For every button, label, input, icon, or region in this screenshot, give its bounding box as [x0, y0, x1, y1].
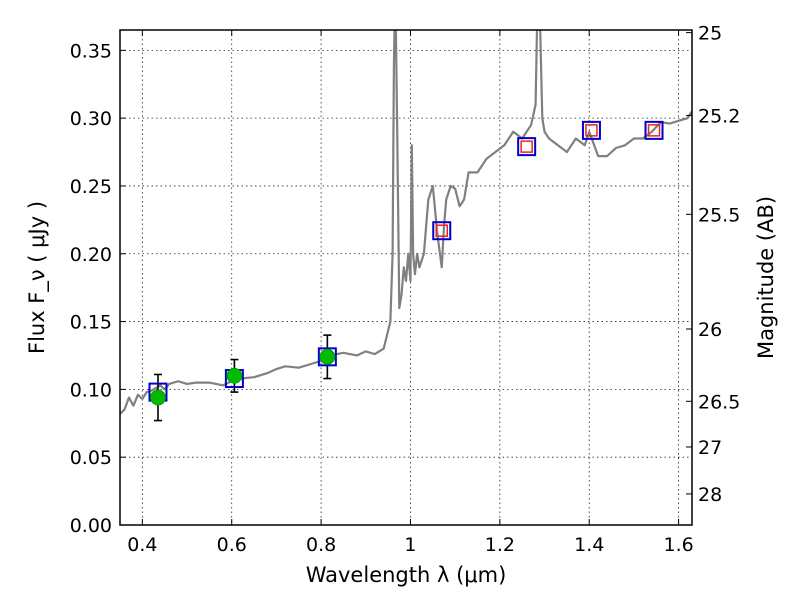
y-tick-label: 0.30: [70, 108, 112, 130]
mag-tick-label: 25: [698, 23, 722, 45]
mag-tick-label: 26.5: [698, 391, 740, 413]
tick-layer: 0.4 0.6 0.8 1 1.2 1.4 1.6 0.00 0.05 0.10 0.15 0.20 0…: [70, 23, 741, 556]
model-flux-box: [517, 137, 537, 157]
observed-point: [226, 367, 243, 384]
upper-limit-box: [520, 140, 533, 153]
x-axis-label: Wavelength λ (μm): [306, 563, 507, 587]
plot-frame: [119, 29, 693, 526]
mag-tick-label: 27: [698, 437, 722, 459]
y-tick-label: 0.10: [70, 379, 112, 401]
y2-axis-label: Magnitude (AB): [754, 196, 778, 359]
model-spectrum-line: [120, 30, 692, 415]
model-flux-box: [317, 347, 337, 367]
y-tick-label: 0.15: [70, 312, 112, 334]
y-tick-label: 0.20: [70, 244, 112, 266]
y-tick-label: 0.35: [70, 40, 112, 62]
upper-limit-box: [585, 124, 598, 137]
x-tick-label: 1.6: [663, 534, 693, 556]
observed-point: [319, 348, 336, 365]
x-tick-label: 0.6: [217, 534, 247, 556]
model-flux-box: [581, 120, 601, 140]
mag-tick-label: 25.2: [698, 105, 740, 127]
mag-tick-label: 26: [698, 319, 722, 341]
grid-lines: [120, 30, 692, 525]
mag-tick-label: 28: [698, 484, 722, 506]
y-tick-label: 0.05: [70, 447, 112, 469]
model-flux-box: [432, 221, 452, 241]
upper-limit-box: [647, 124, 661, 137]
marker-layer: [148, 120, 664, 422]
spectrum-layer: [120, 30, 692, 415]
x-tick-label: 1.2: [485, 534, 515, 556]
y-axis-label: Flux F_ν ( μJy ): [25, 201, 50, 354]
x-tick-label: 0.4: [127, 534, 157, 556]
observed-point: [150, 389, 166, 406]
x-tick-label: 1.4: [574, 534, 604, 556]
y-tick-label: 0.00: [70, 515, 112, 537]
model-flux-box: [644, 120, 664, 140]
mag-tick-label: 25.5: [698, 204, 740, 226]
y-tick-label: 0.25: [70, 176, 112, 198]
x-tick-label: 0.8: [306, 534, 336, 556]
x-tick-label: 1: [404, 534, 416, 556]
upper-limit-box: [435, 224, 448, 237]
